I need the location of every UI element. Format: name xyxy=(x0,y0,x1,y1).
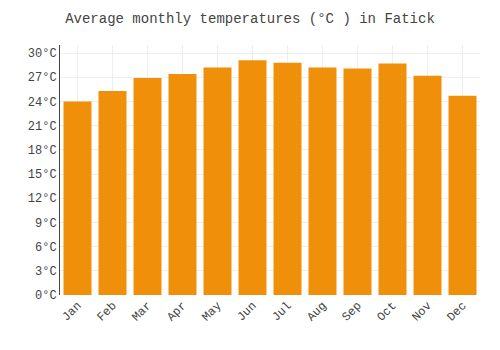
svg-text:3°C: 3°C xyxy=(35,265,57,279)
svg-text:30°C: 30°C xyxy=(28,47,57,61)
svg-text:18°C: 18°C xyxy=(28,144,57,158)
svg-text:Feb: Feb xyxy=(94,299,119,324)
svg-text:27°C: 27°C xyxy=(28,71,57,85)
svg-text:Sep: Sep xyxy=(339,299,364,324)
svg-text:0°C: 0°C xyxy=(35,289,57,303)
svg-text:9°C: 9°C xyxy=(35,217,57,231)
svg-text:21°C: 21°C xyxy=(28,120,57,134)
svg-text:Nov: Nov xyxy=(409,299,434,324)
svg-text:May: May xyxy=(199,299,224,324)
svg-text:24°C: 24°C xyxy=(28,96,57,110)
svg-text:6°C: 6°C xyxy=(35,241,57,255)
svg-text:Aug: Aug xyxy=(304,299,329,324)
svg-text:Oct: Oct xyxy=(374,299,399,324)
svg-text:15°C: 15°C xyxy=(28,168,57,182)
svg-text:Jul: Jul xyxy=(269,299,294,324)
svg-text:12°C: 12°C xyxy=(28,192,57,206)
svg-text:Apr: Apr xyxy=(164,299,189,324)
svg-text:Dec: Dec xyxy=(444,299,469,324)
svg-text:Jun: Jun xyxy=(234,299,259,324)
svg-text:Average monthly temperatures (: Average monthly temperatures (°C ) in Fa… xyxy=(65,11,435,27)
svg-text:Mar: Mar xyxy=(129,299,154,324)
svg-text:Jan: Jan xyxy=(59,299,84,324)
